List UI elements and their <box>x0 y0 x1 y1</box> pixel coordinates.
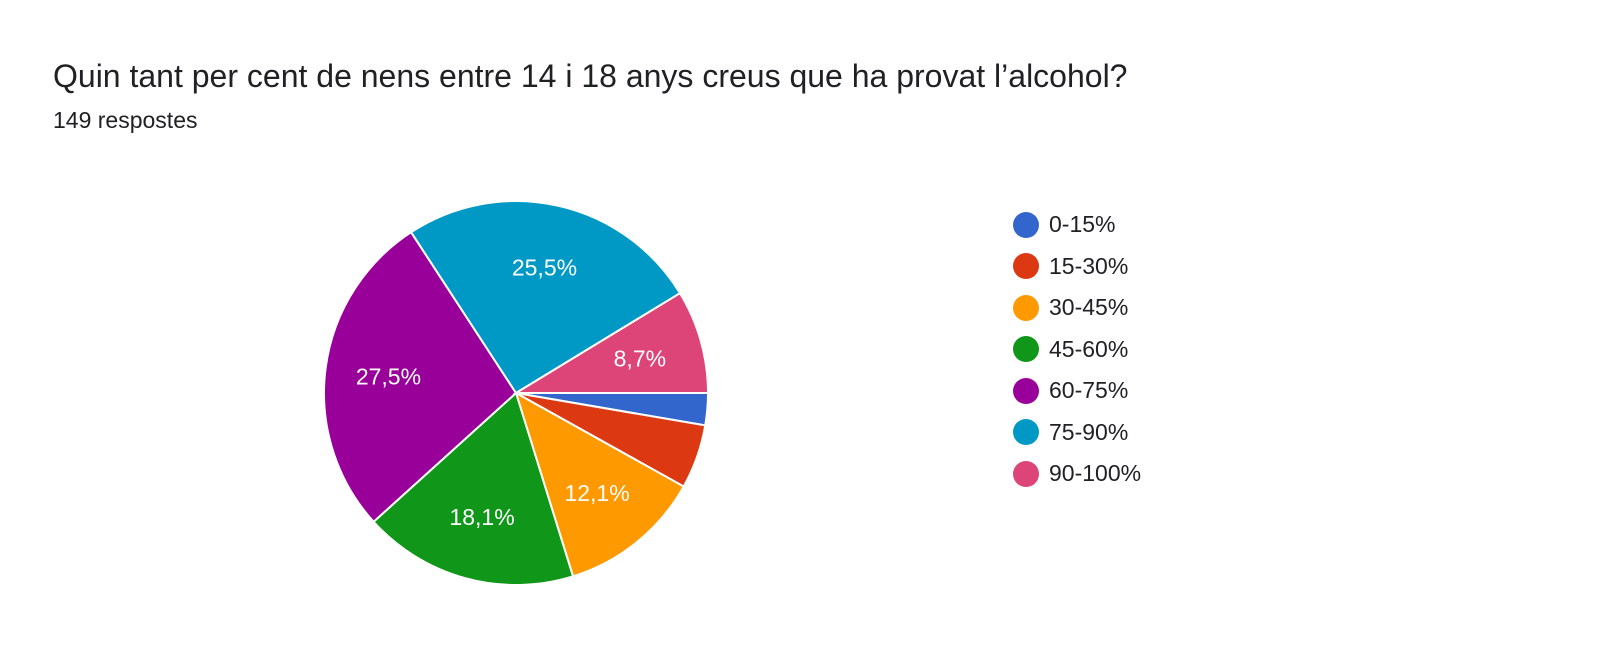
legend-label: 30-45% <box>1049 294 1129 321</box>
legend-swatch <box>1013 419 1039 446</box>
legend-label: 0-15% <box>1049 211 1116 238</box>
legend-swatch <box>1013 336 1039 363</box>
legend-item: 30-45% <box>1013 287 1273 329</box>
legend-item: 60-75% <box>1013 370 1273 412</box>
legend-label: 60-75% <box>1049 377 1129 404</box>
slice-data-label: 18,1% <box>449 504 514 530</box>
legend-label: 90-100% <box>1049 460 1142 487</box>
slice-data-label: 27,5% <box>356 363 421 389</box>
chart-legend: 0-15% 15-30% 30-45% 45-60% 60-75% 75-90% 90-10… <box>1013 204 1273 495</box>
legend-swatch <box>1013 377 1039 404</box>
legend-swatch <box>1013 460 1039 487</box>
response-count: 149 respostes <box>53 107 198 133</box>
legend-item: 15-30% <box>1013 246 1273 288</box>
legend-item: 90-100% <box>1013 453 1273 495</box>
pie-slice-7 <box>512 291 710 394</box>
legend-item: 75-90% <box>1013 412 1273 454</box>
pie-slice-3 <box>514 390 686 578</box>
legend-swatch <box>1013 294 1039 321</box>
legend-label: 15-30% <box>1049 252 1129 279</box>
slice-data-label: 25,5% <box>512 255 577 281</box>
slice-data-label: 12,1% <box>564 480 629 506</box>
legend-item: 0-15% <box>1013 204 1273 246</box>
legend-swatch <box>1013 211 1039 238</box>
legend-label: 75-90% <box>1049 418 1129 445</box>
chart-title: Quin tant per cent de nens entre 14 i 18… <box>53 58 1128 94</box>
pie-chart: 12,1% 18,1% 27,5% 25,5% 8,7% <box>323 200 710 586</box>
legend-swatch <box>1013 253 1039 280</box>
pie-slice-5 <box>323 230 518 524</box>
legend-label: 45-60% <box>1049 335 1129 362</box>
pie-slice-6 <box>409 200 682 395</box>
legend-item: 45-60% <box>1013 329 1273 371</box>
pie-slice-4 <box>372 391 575 586</box>
slice-data-label: 8,7% <box>614 345 666 371</box>
